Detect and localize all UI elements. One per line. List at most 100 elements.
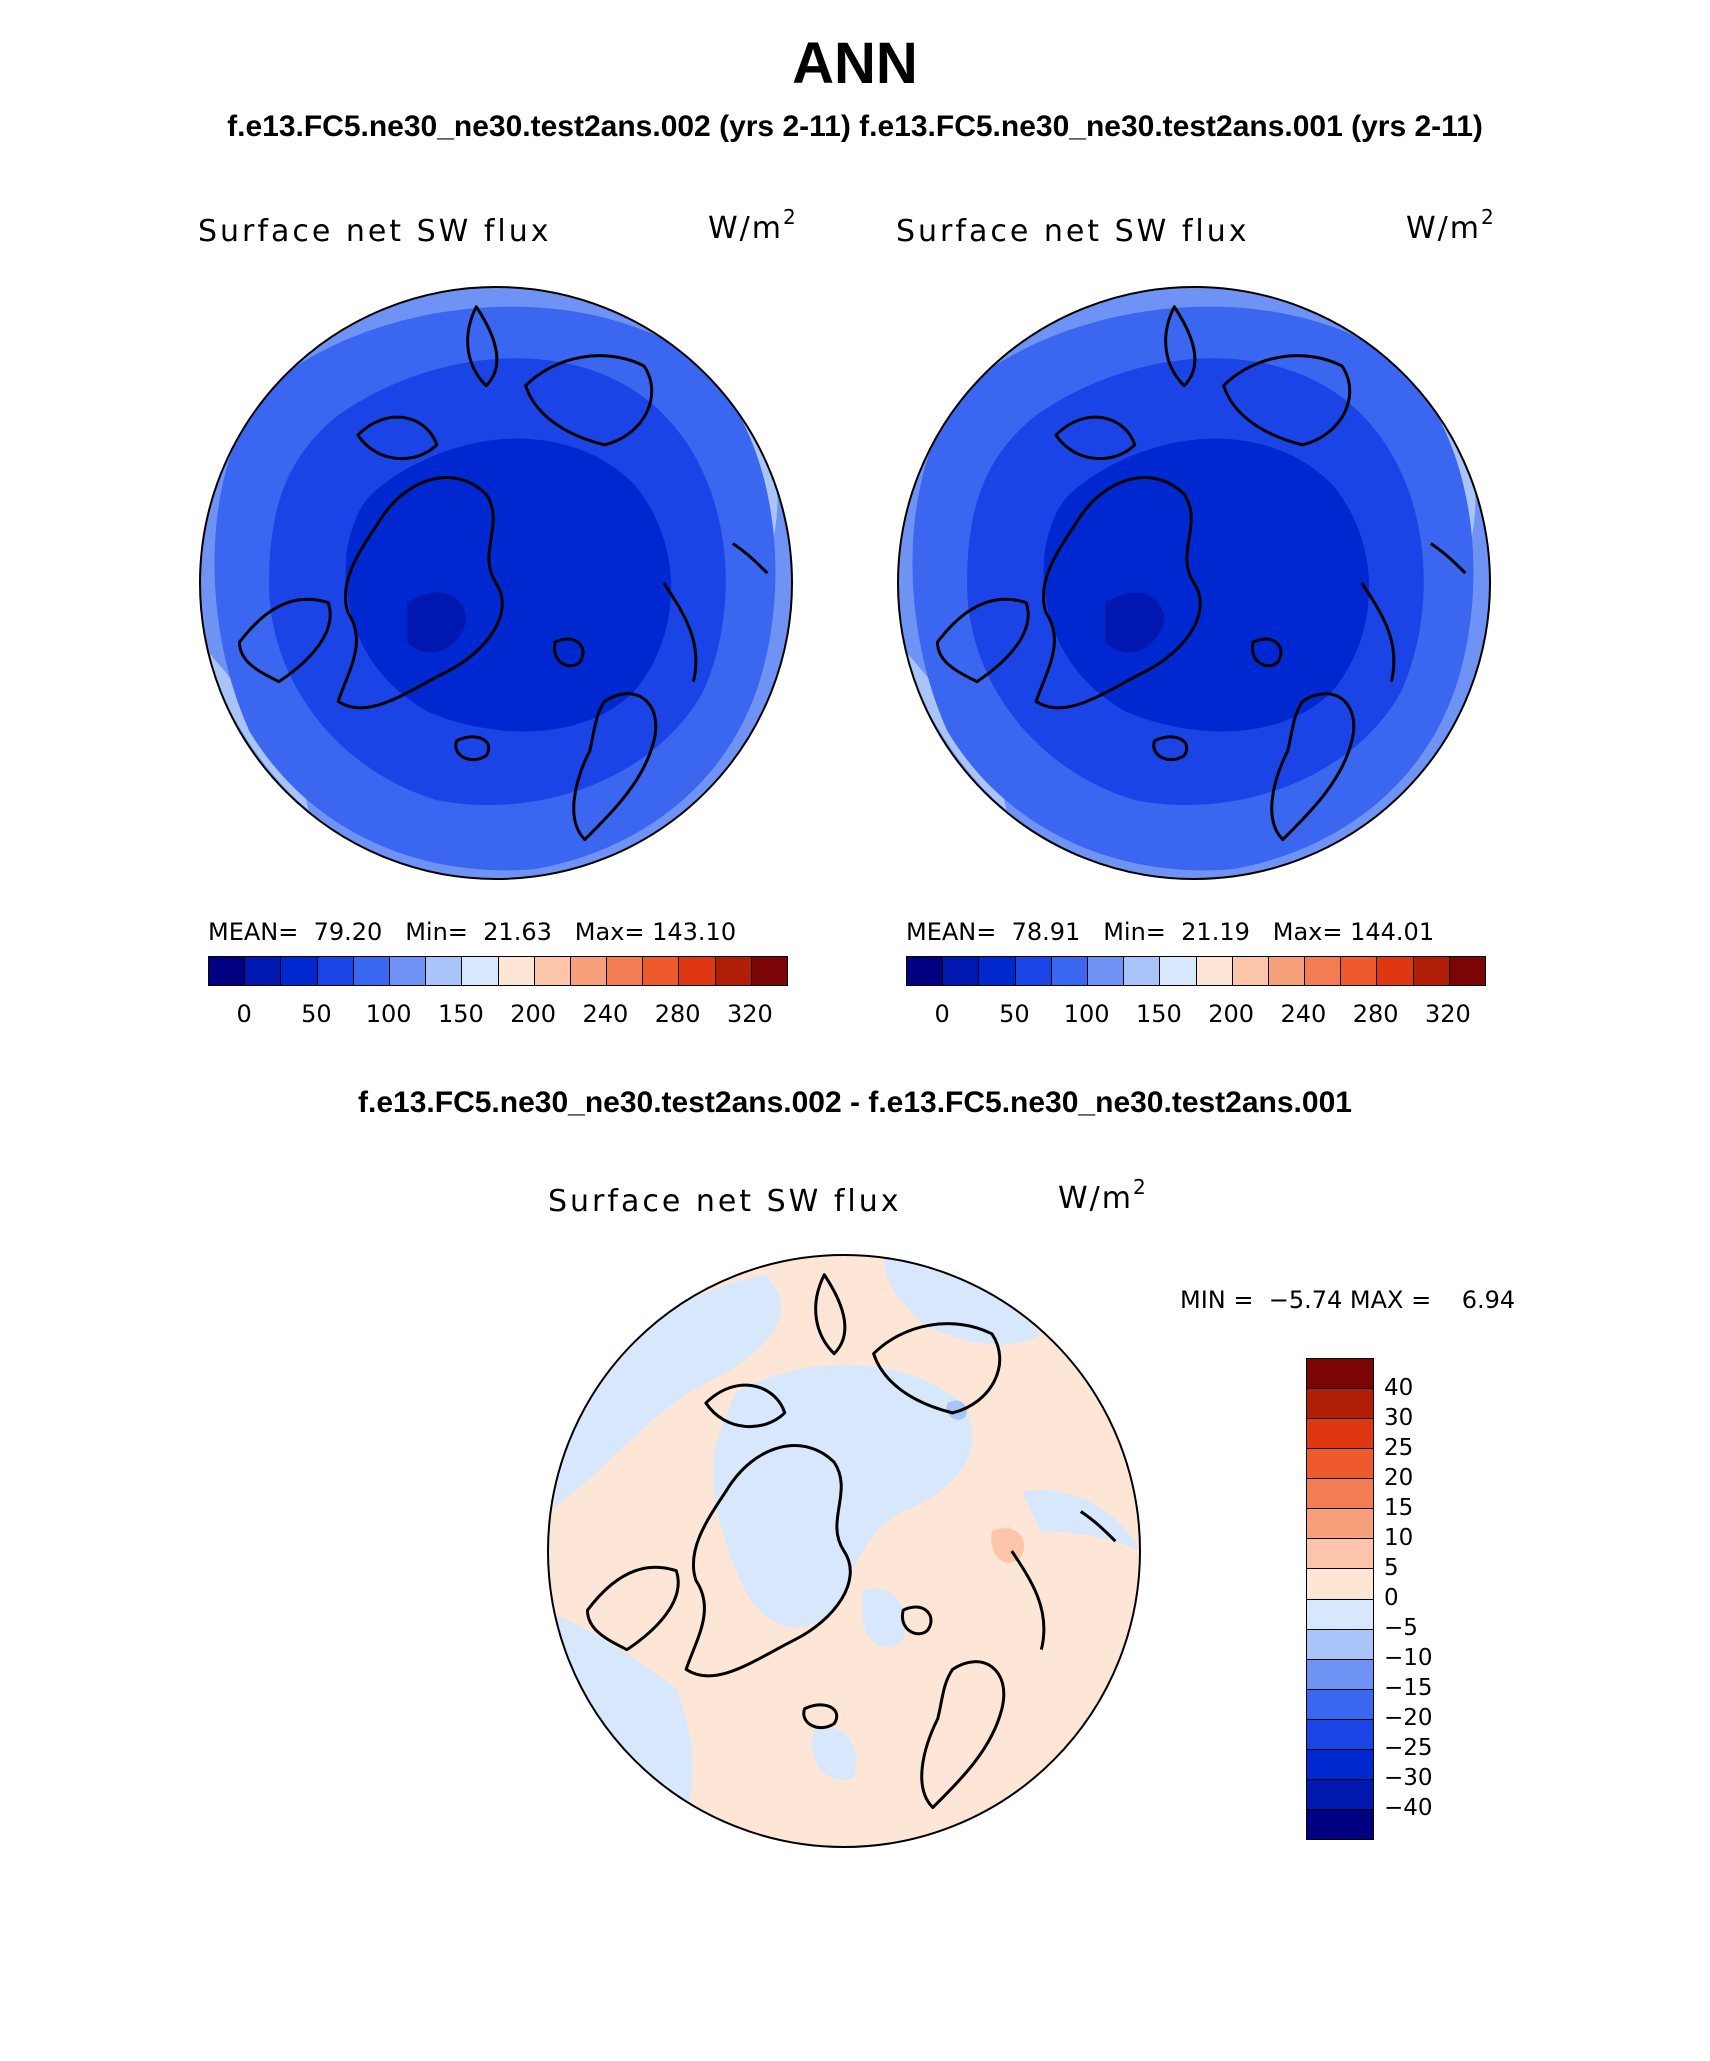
colorbar-tick-label: 5 [1384, 1555, 1399, 1581]
panel-1-coastline-3 [356, 415, 439, 461]
colorbar-tick-label: 280 [654, 1000, 701, 1028]
colorbar-swatch [353, 957, 390, 985]
colorbar-swatch [1307, 1509, 1373, 1540]
colorbar-tick-label: −40 [1384, 1795, 1433, 1821]
panel-2-coastline-2 [935, 597, 1030, 684]
colorbar-swatch [751, 957, 787, 985]
panel-2-coastline-8 [1164, 305, 1197, 388]
difference-coastline-5 [920, 1660, 1006, 1810]
colorbar-tick-label: 0 [236, 1000, 252, 1028]
panel-2-coastline-7 [1250, 637, 1283, 668]
panel-1-map-border [199, 286, 793, 880]
colorbar-tick-label: 50 [999, 1000, 1030, 1028]
colorbar-swatch [1196, 957, 1233, 985]
colorbar-swatch [1087, 957, 1125, 985]
panel-2-coastline-4 [1222, 354, 1352, 447]
colorbar-swatch [979, 957, 1016, 985]
panel-1-units: W/m2 [708, 205, 798, 246]
colorbar-tick-label: −5 [1384, 1615, 1418, 1641]
colorbar-tick-label: −15 [1384, 1675, 1433, 1701]
colorbar-tick-label: 25 [1384, 1435, 1414, 1461]
panel-1-coastline-8 [466, 305, 499, 388]
colorbar-swatch [1307, 1719, 1373, 1750]
colorbar-swatch [1305, 957, 1342, 985]
difference-field-negative-2 [548, 1610, 693, 1818]
colorbar-swatch [1307, 1569, 1373, 1600]
colorbar-swatch [1232, 957, 1269, 985]
colorbar-swatch [498, 957, 535, 985]
panel-2-colorbar [906, 956, 1486, 986]
panel-1-band-darker [345, 438, 672, 732]
difference-field-negative-8 [811, 1726, 857, 1780]
difference-field-negative-6 [861, 1588, 906, 1648]
colorbar-tick-label: 320 [726, 1000, 773, 1028]
colorbar-swatch [570, 957, 608, 985]
colorbar-swatch [209, 957, 246, 985]
colorbar-swatch [462, 957, 499, 985]
panel-2-stats: MEAN= 78.91 Min= 21.19 Max= 144.01 [906, 918, 1435, 946]
panel-2-band-darker [1043, 438, 1370, 732]
colorbar-tick-label: 0 [1384, 1585, 1399, 1611]
panel-1-title: Surface net SW flux [198, 214, 552, 249]
panel-2-band-darkest [1105, 592, 1165, 653]
difference-field-negative-1 [548, 1274, 781, 1512]
colorbar-tick-label: 320 [1424, 1000, 1471, 1028]
colorbar-swatch [1124, 957, 1161, 985]
colorbar-tick-label: 150 [1135, 1000, 1182, 1028]
colorbar-swatch [1449, 957, 1485, 985]
colorbar-swatch [534, 957, 571, 985]
colorbar-tick-label: 40 [1384, 1375, 1414, 1401]
panel-2-coastline-10 [1429, 542, 1467, 575]
page-title: ANN [792, 31, 918, 96]
colorbar-tick-label: −10 [1384, 1645, 1433, 1671]
colorbar-swatch [1307, 1749, 1373, 1780]
colorbar-swatch [1307, 1479, 1373, 1510]
colorbar-tick-label: 200 [1208, 1000, 1255, 1028]
panel-1-coastline-4 [524, 354, 654, 447]
difference-colorbar [1306, 1358, 1374, 1840]
panel-1-coastline-6 [454, 735, 491, 762]
difference-subtitle: f.e13.FC5.ne30_ne30.test2ans.002 - f.e13… [358, 1086, 1352, 1119]
colorbar-swatch [1377, 957, 1414, 985]
panel-1-band-darkest [407, 592, 467, 653]
colorbar-swatch [1268, 957, 1306, 985]
colorbar-tick-label: −20 [1384, 1705, 1433, 1731]
panel-2-coastline-3 [1054, 415, 1137, 461]
colorbar-tick-label: 100 [365, 1000, 412, 1028]
panel-1-coastline-10 [731, 542, 769, 575]
difference-coastline-10 [1079, 1510, 1117, 1543]
colorbar-swatch [245, 957, 282, 985]
panel-3-units: W/m2 [1058, 1175, 1148, 1216]
panel-2-title: Surface net SW flux [896, 214, 1250, 249]
colorbar-swatch [1015, 957, 1052, 985]
difference-map-border [547, 1254, 1141, 1848]
colorbar-swatch [1307, 1689, 1373, 1720]
panel-1-coastline-2 [237, 597, 332, 684]
panel-1-stats: MEAN= 79.20 Min= 21.63 Max= 143.10 [208, 918, 737, 946]
panel-1-colorbar [208, 956, 788, 986]
colorbar-swatch [281, 957, 318, 985]
colorbar-swatch [943, 957, 980, 985]
difference-coastline-1 [684, 1444, 852, 1678]
difference-coastline-11 [1010, 1550, 1046, 1651]
colorbar-swatch [1051, 957, 1088, 985]
colorbar-swatch [1341, 957, 1378, 985]
colorbar-tick-label: 0 [934, 1000, 950, 1028]
colorbar-tick-label: 200 [510, 1000, 557, 1028]
difference-coastline-6 [802, 1703, 839, 1730]
colorbar-swatch [317, 957, 354, 985]
difference-coastline-3 [704, 1383, 787, 1429]
difference-coastline-4 [872, 1322, 1002, 1415]
colorbar-swatch [1307, 1419, 1373, 1450]
difference-coastline-7 [900, 1605, 933, 1636]
colorbar-swatch [607, 957, 644, 985]
colorbar-swatch [1413, 957, 1450, 985]
colorbar-swatch [1307, 1389, 1373, 1420]
difference-min-max: MIN = −5.74 MAX = 6.94 [1180, 1286, 1516, 1314]
colorbar-swatch [715, 957, 752, 985]
colorbar-swatch [1307, 1599, 1373, 1630]
colorbar-tick-label: 10 [1384, 1525, 1414, 1551]
colorbar-tick-label: 100 [1063, 1000, 1110, 1028]
colorbar-swatch [679, 957, 716, 985]
